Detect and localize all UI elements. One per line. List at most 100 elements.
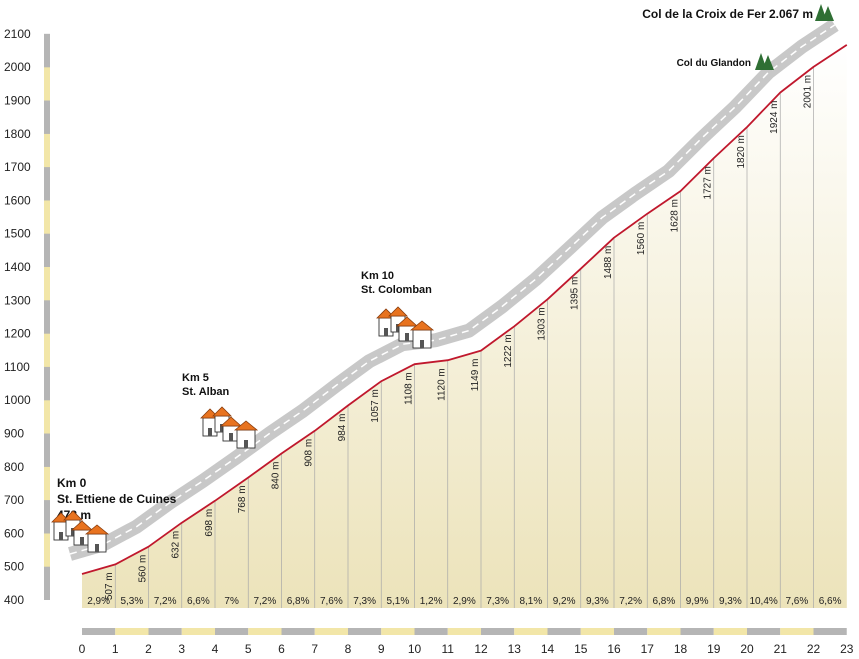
- y-tick-label: 1700: [4, 160, 31, 174]
- y-tick-label: 1400: [4, 260, 31, 274]
- house-roof: [70, 520, 94, 531]
- y-axis-segment: [44, 566, 50, 600]
- gradient-label: 2,9%: [87, 596, 110, 607]
- profile-line-stroke: [81, 44, 848, 575]
- gradient-label: 7,2%: [253, 596, 276, 607]
- colomban-label: Km 10: [361, 270, 394, 282]
- x-tick-label: 7: [311, 642, 318, 656]
- elevation-label: 1560 m: [636, 222, 647, 255]
- x-tick-label: 13: [508, 642, 522, 656]
- x-axis-segment: [348, 628, 382, 635]
- x-tick-label: 18: [674, 642, 688, 656]
- elevation-label: 632 m: [171, 531, 182, 559]
- x-axis-segment: [148, 628, 182, 635]
- elevation-label: 2001 m: [803, 75, 814, 108]
- x-axis: 0 1 2 3 4 5 6 7 8 9 10 11 12 13 14 15 16 17 18 19 20 21 22 23: [79, 628, 854, 656]
- x-tick-label: 9: [378, 642, 385, 656]
- x-tick-label: 17: [641, 642, 655, 656]
- x-axis-segment: [381, 628, 415, 635]
- elevation-label: 908 m: [304, 439, 315, 467]
- elevation-label: 1628 m: [670, 199, 681, 232]
- x-tick-label: 23: [840, 642, 854, 656]
- y-axis-segment: [44, 433, 50, 467]
- y-axis-segment: [44, 200, 50, 234]
- x-axis-segment: [215, 628, 249, 635]
- x-axis-segment: [547, 628, 581, 635]
- elevation-label: 1395 m: [570, 277, 581, 310]
- village-icon-colomban: [376, 306, 435, 349]
- gradient-label: 7,3%: [353, 596, 376, 607]
- x-tick-label: 16: [607, 642, 621, 656]
- y-axis-segment: [44, 466, 50, 501]
- gradient-label: 1,2%: [420, 596, 443, 607]
- elevation-label: 984 m: [337, 414, 348, 442]
- house-door: [420, 340, 424, 348]
- elevation-label: 1488 m: [603, 246, 614, 279]
- x-tick-label: 4: [212, 642, 219, 656]
- x-tick-label: 3: [178, 642, 185, 656]
- x-axis-segment: [514, 628, 548, 635]
- summit-tree-icon: [762, 55, 774, 70]
- x-axis-segment: [713, 628, 747, 635]
- x-axis-segment: [414, 628, 448, 635]
- y-axis-segment: [44, 333, 50, 367]
- profile-area: [82, 44, 847, 608]
- y-tick-label: 1800: [4, 127, 31, 141]
- house-roof: [388, 306, 408, 317]
- elevation-label: 1120 m: [437, 368, 448, 401]
- village-icon-alban: [200, 406, 259, 449]
- house-roof: [63, 510, 83, 521]
- x-axis-segment: [614, 628, 648, 635]
- x-axis-segment: [780, 628, 814, 635]
- y-tick-label: 600: [4, 526, 24, 540]
- x-tick-label: 19: [707, 642, 721, 656]
- y-tick-label: 1600: [4, 193, 31, 207]
- x-tick-label: 11: [442, 642, 455, 656]
- y-tick-label: 1300: [4, 293, 31, 307]
- house-door: [80, 537, 84, 545]
- x-tick-label: 2: [145, 642, 152, 656]
- x-tick-label: 1: [112, 642, 119, 656]
- elevation-label: 768 m: [237, 485, 248, 513]
- elevation-label: 1924 m: [769, 101, 780, 134]
- elevation-label: 1057 m: [370, 389, 381, 422]
- y-axis-segment: [44, 400, 50, 434]
- y-tick-label: 1100: [4, 360, 30, 374]
- gradient-labels: 2,9% 5,3% 7,2% 6,6% 7% 7,2% 6,8% 7,6% 7,3% 5,1% 1,…: [87, 596, 841, 607]
- x-axis-segment: [647, 628, 681, 635]
- start-label: St. Ettiene de Cuines: [57, 492, 177, 506]
- gradient-label: 5,1%: [386, 596, 409, 607]
- house-roof: [212, 406, 232, 417]
- house-door: [220, 424, 224, 432]
- house-door: [405, 333, 409, 341]
- gradient-label: 7,6%: [320, 596, 343, 607]
- y-tick-label: 400: [4, 593, 24, 607]
- y-axis-segment: [44, 33, 50, 68]
- gradient-label: 6,6%: [819, 596, 842, 607]
- house-roof: [219, 416, 243, 427]
- x-axis-segment: [747, 628, 781, 635]
- house-door: [244, 440, 248, 448]
- profile-line: [81, 44, 848, 575]
- gradient-label: 7,3%: [486, 596, 509, 607]
- gradient-label: 7,2%: [619, 596, 642, 607]
- x-axis-segment: [813, 628, 847, 635]
- gradient-label: 9,3%: [719, 596, 742, 607]
- x-tick-label: 15: [574, 642, 588, 656]
- gradient-label: 7%: [224, 596, 239, 607]
- km-gridlines: [114, 66, 814, 608]
- elevation-label: 1222 m: [503, 334, 514, 367]
- x-tick-label: 12: [474, 642, 488, 656]
- y-axis-scale: 2100 2000 1900 1800 1700 1600 1500 1400 1300 1200…: [4, 27, 50, 607]
- y-axis-segment: [44, 100, 50, 134]
- y-tick-label: 1200: [4, 327, 31, 341]
- house-door: [396, 324, 400, 332]
- y-axis-segment: [44, 133, 50, 168]
- gradient-label: 6,6%: [187, 596, 210, 607]
- y-tick-label: 1500: [4, 227, 31, 241]
- alban-label: St. Alban: [182, 386, 230, 398]
- y-tick-label: 1900: [4, 94, 31, 108]
- x-tick-label: 22: [807, 642, 821, 656]
- gradient-label: 8,1%: [519, 596, 542, 607]
- summit-tree-icon: [822, 6, 834, 21]
